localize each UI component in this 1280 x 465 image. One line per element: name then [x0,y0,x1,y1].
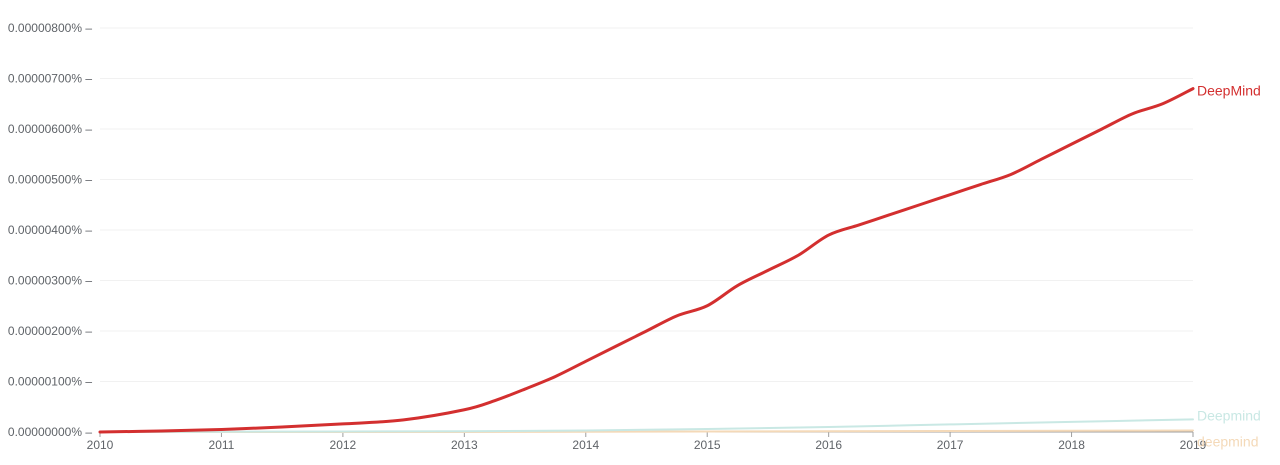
series-line-DeepMind [98,87,1195,434]
x-tick-label: 2017 [937,438,964,452]
series-label-deepmind: deepmind [1197,433,1259,449]
y-tick-label: 0.00000800% – [8,21,92,35]
x-tick-label: 2012 [330,438,357,452]
x-tick-label: 2015 [694,438,721,452]
y-tick-label: 0.00000500% – [8,173,92,187]
series-lines [98,87,1195,434]
series-label-Deepmind: Deepmind [1197,407,1261,423]
y-tick-label: 0.00000200% – [8,324,92,338]
x-tick-label: 2013 [451,438,478,452]
series-labels: DeepMind Deepmind deepmind [1197,83,1261,450]
x-axis: 2010 2011 2012 2013 2014 2015 2016 2017 2018 2019 [87,431,1207,452]
x-tick-label: 2018 [1058,438,1085,452]
y-tick-label: 0.00000100% – [8,375,92,389]
x-tick-label: 2019 [1180,438,1207,452]
x-tick-label: 2014 [572,438,599,452]
y-tick-label: 0.00000400% – [8,223,92,237]
x-tick-label: 2016 [815,438,842,452]
y-tick-label: 0.00000600% – [8,122,92,136]
x-tick-label: 2011 [209,438,235,452]
y-tick-label: 0.00000700% – [8,72,92,86]
series-line-Deepmind [99,418,1194,433]
y-tick-label: 0.00000300% – [8,274,92,288]
gridlines [100,27,1193,382]
series-label-DeepMind: DeepMind [1197,83,1261,99]
x-tick-label: 2010 [87,438,114,452]
y-tick-label: 0.00000000% – [8,425,92,439]
y-axis: 0.00000000% – 0.00000100% – 0.00000200% – 0… [8,21,92,439]
